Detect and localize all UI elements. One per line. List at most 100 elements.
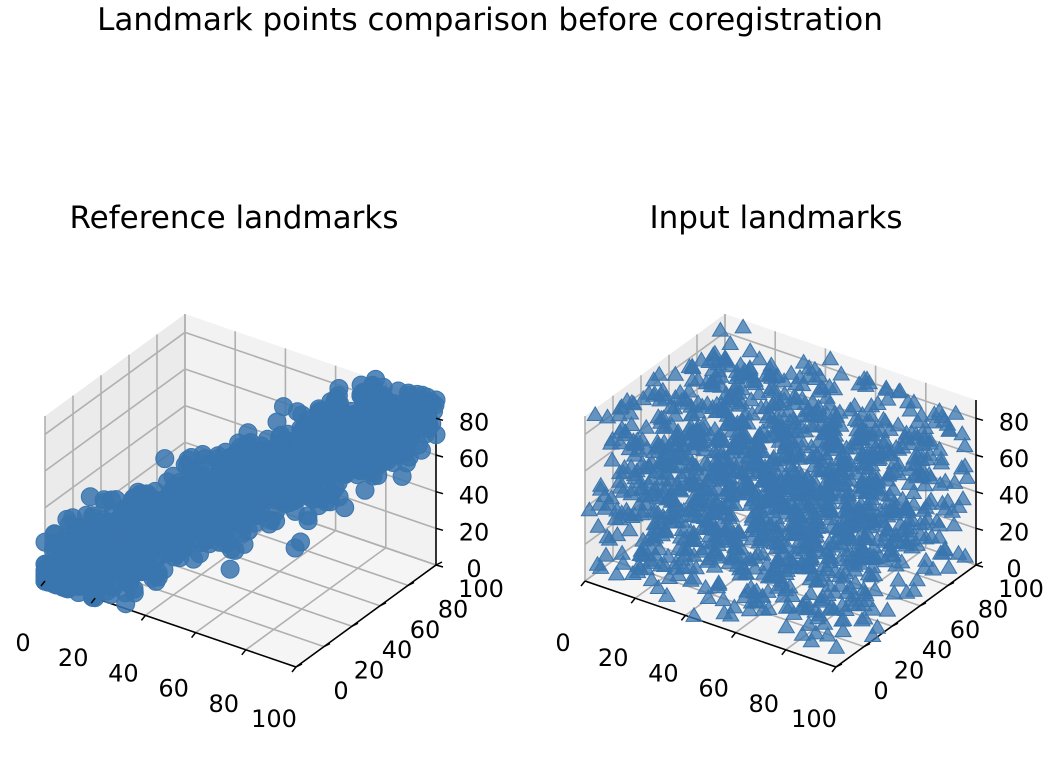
data-point (124, 579, 144, 599)
data-point (155, 449, 175, 469)
data-point (676, 463, 695, 479)
y-tick-mark (435, 561, 443, 566)
data-point (698, 480, 717, 496)
data-point (116, 594, 136, 614)
data-point (749, 503, 768, 519)
data-point (746, 487, 765, 503)
data-point (885, 584, 903, 600)
data-point (781, 433, 800, 449)
data-point (305, 468, 325, 488)
data-point (704, 461, 722, 477)
data-point (588, 555, 607, 571)
data-point (821, 494, 839, 510)
data-point (946, 404, 965, 420)
y-tick-label: 100 (998, 575, 1044, 603)
data-point (930, 440, 949, 456)
data-point (142, 561, 162, 581)
data-point (682, 571, 700, 587)
x-tick-mark (680, 614, 686, 621)
x-tick-label: 20 (58, 644, 89, 672)
data-point (195, 449, 215, 469)
data-point (580, 501, 599, 517)
grid-line (44, 368, 186, 472)
data-point (407, 403, 427, 423)
data-point (392, 466, 412, 486)
data-point (770, 426, 789, 442)
data-point (866, 421, 885, 437)
data-point (589, 517, 608, 533)
right-subplot-title: Input landmarks (649, 200, 903, 236)
data-point (812, 590, 831, 606)
y-tick-label: 20 (894, 657, 925, 685)
figure-title: Landmark points comparison before coregi… (97, 2, 883, 38)
data-point (634, 531, 652, 547)
z-tick-label: 80 (459, 408, 490, 436)
data-point (904, 483, 923, 499)
data-point (644, 371, 663, 387)
data-point (893, 438, 912, 454)
y-tick-mark (863, 642, 871, 648)
data-point (748, 593, 767, 609)
data-point (649, 578, 668, 594)
data-point (195, 507, 215, 527)
data-point (782, 364, 801, 380)
x-tick-mark (731, 632, 737, 639)
z-tick-label: 40 (459, 482, 490, 510)
data-point (849, 412, 868, 428)
data-point (793, 596, 812, 612)
data-point (803, 532, 821, 548)
data-point (689, 508, 708, 524)
data-point (688, 403, 707, 419)
data-point (821, 510, 839, 526)
data-point (619, 505, 638, 521)
y-tick-label: 60 (410, 616, 441, 644)
data-point (628, 563, 647, 579)
data-point (750, 434, 768, 450)
x-tick-mark (191, 632, 197, 639)
y-tick-label: 20 (354, 657, 385, 685)
data-point (749, 545, 767, 561)
data-point (200, 527, 220, 547)
data-point (794, 540, 813, 556)
data-point (826, 563, 844, 579)
data-point (597, 546, 615, 562)
data-point (596, 499, 615, 515)
y-tick-mark (407, 581, 415, 587)
data-point (911, 525, 930, 541)
data-point (674, 436, 693, 452)
data-point (285, 538, 305, 558)
y-tick-mark (323, 642, 331, 648)
data-point (736, 434, 754, 450)
data-point (836, 529, 855, 545)
data-point (803, 475, 822, 491)
data-point (863, 558, 882, 574)
data-point (226, 501, 246, 521)
data-point (775, 372, 793, 388)
left-subplot-title: Reference landmarks (69, 200, 399, 236)
data-point (607, 565, 626, 581)
data-point (101, 585, 121, 604)
data-point (825, 380, 844, 396)
data-point (856, 586, 875, 602)
data-point (779, 498, 798, 514)
x-tick-label: 0 (555, 629, 570, 657)
data-point (880, 502, 899, 518)
data-point (800, 615, 818, 631)
x-tick-label: 20 (598, 644, 629, 672)
grid-line (696, 498, 949, 587)
data-point (695, 441, 713, 457)
data-point (668, 424, 687, 440)
data-point (919, 494, 938, 510)
data-point (802, 632, 821, 648)
data-point (878, 521, 897, 537)
data-point (764, 481, 783, 497)
data-point (792, 446, 810, 462)
data-point (748, 454, 766, 470)
grid-line (195, 529, 337, 634)
grid-line (44, 331, 186, 435)
data-point (215, 477, 235, 497)
data-point (248, 506, 268, 526)
x-tick-label: 80 (209, 690, 240, 718)
data-point (812, 378, 830, 394)
